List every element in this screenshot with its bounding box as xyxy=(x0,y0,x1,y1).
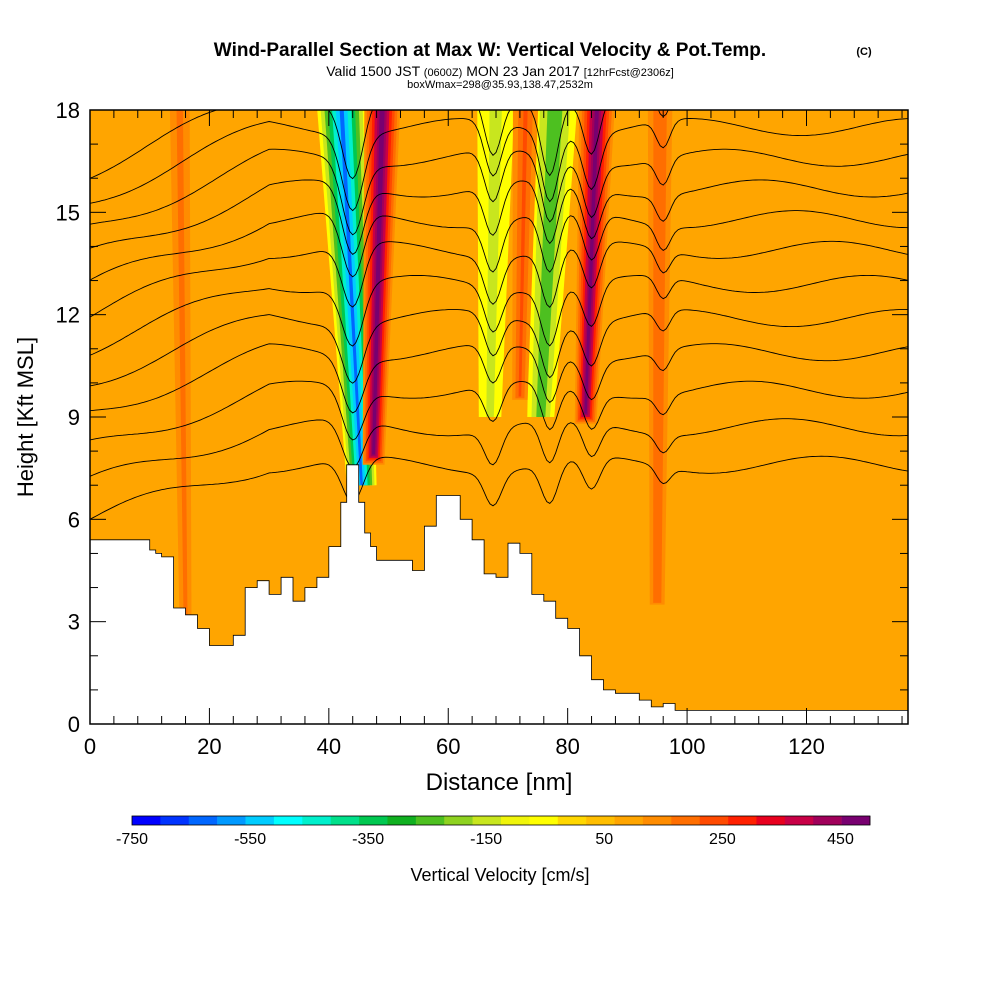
x-tick-label: 0 xyxy=(84,734,96,759)
colorbar-swatch xyxy=(529,816,559,825)
colorbar-swatch xyxy=(756,816,786,825)
terrain-shape xyxy=(90,464,908,724)
colorbar-swatch xyxy=(699,816,729,825)
copyright-mark: (C) xyxy=(856,46,872,58)
theta-contour xyxy=(90,309,908,387)
subtitle-run: [12hrFcst@2306z] xyxy=(584,67,674,79)
subtitle-utc: (0600Z) xyxy=(424,67,463,79)
colorbar-tick-label: -150 xyxy=(470,831,502,848)
downdraft-band xyxy=(339,110,363,486)
colorbar-swatch xyxy=(444,816,473,825)
updraft-band xyxy=(653,110,667,603)
theta-contour xyxy=(90,380,908,441)
x-tick-label: 120 xyxy=(788,734,825,759)
colorbar-swatch xyxy=(472,816,502,825)
theta-contour xyxy=(90,118,908,212)
x-tick-label: 100 xyxy=(669,734,706,759)
colorbar-tick-label: 450 xyxy=(827,831,854,848)
y-tick-label: 0 xyxy=(68,712,80,737)
colorbar-swatch xyxy=(784,816,814,825)
theta-contour xyxy=(90,210,908,281)
subtitle-valid-time: Valid 1500 JST xyxy=(326,63,420,79)
colorbar-swatch xyxy=(359,816,388,825)
chart-subtitle-2: boxWmax=298@35.93,138.47,2532m xyxy=(407,79,593,91)
theta-contour xyxy=(90,455,908,520)
x-axis-label: Distance [nm] xyxy=(426,769,573,796)
x-tick-label: 40 xyxy=(317,734,341,759)
y-tick-label: 18 xyxy=(56,98,80,123)
downdraft-band xyxy=(486,110,502,417)
potential-temperature-contours xyxy=(90,110,908,520)
colorbar-tick-label: 50 xyxy=(595,831,613,848)
colorbar-swatch xyxy=(614,816,644,825)
colorbar-swatch xyxy=(387,816,417,825)
theta-contour xyxy=(90,343,908,414)
colorbar-swatch xyxy=(160,816,190,825)
chart-subtitle: Valid 1500 JST (0600Z) MON 23 Jan 2017 [… xyxy=(326,63,674,79)
colorbar-swatch xyxy=(132,816,161,825)
updraft-band xyxy=(584,110,599,414)
colorbar-swatch xyxy=(415,816,445,825)
colorbar-swatch xyxy=(586,816,615,825)
axis-ticks: 0 20 40 60 80 100 120 0 3 6 9 12 15 18 xyxy=(56,98,908,759)
y-tick-label: 12 xyxy=(56,303,80,328)
terrain-mask xyxy=(90,464,908,724)
colorbar-label: Vertical Velocity [cm/s] xyxy=(410,865,589,885)
subtitle-date: MON 23 Jan 2017 xyxy=(466,63,580,79)
updraft-band xyxy=(372,110,385,455)
chart-title: Wind-Parallel Section at Max W: Vertical… xyxy=(214,40,766,61)
colorbar-swatch xyxy=(330,816,360,825)
colorbar-swatch xyxy=(642,816,672,825)
colorbar-swatch xyxy=(302,816,331,825)
colorbar-swatch xyxy=(245,816,275,825)
colorbar-swatch xyxy=(501,816,530,825)
colorbar-swatch xyxy=(728,816,757,825)
colorbar-swatch xyxy=(813,816,842,825)
theta-contour xyxy=(90,110,669,180)
y-tick-label: 15 xyxy=(56,200,80,225)
x-tick-label: 80 xyxy=(555,734,579,759)
colorbar-swatch xyxy=(217,816,246,825)
colorbar-swatch xyxy=(188,816,218,825)
colorbar-tick-label: -750 xyxy=(116,831,148,848)
y-tick-label: 6 xyxy=(68,507,80,532)
theta-contour xyxy=(90,148,908,236)
y-axis-label: Height [Kft MSL] xyxy=(13,337,38,497)
colorbar-swatch xyxy=(841,816,871,825)
y-tick-label: 9 xyxy=(68,405,80,430)
updraft-band xyxy=(176,110,188,620)
colorbar-tick-label: -350 xyxy=(352,831,384,848)
colorbar-tick-label: 250 xyxy=(709,831,736,848)
theta-contour xyxy=(90,240,908,318)
colorbar-swatch xyxy=(273,816,303,825)
y-tick-label: 3 xyxy=(68,610,80,635)
colorbar-frame xyxy=(131,815,871,826)
colorbar-swatch xyxy=(557,816,587,825)
colorbar-tick-label: -550 xyxy=(234,831,266,848)
theta-contour xyxy=(90,274,908,356)
x-tick-label: 60 xyxy=(436,734,460,759)
colorbar: -750 -550 -350 -150 50 250 450 xyxy=(116,815,871,848)
x-tick-label: 20 xyxy=(197,734,221,759)
colorbar-swatch xyxy=(671,816,700,825)
theta-contour xyxy=(90,179,908,255)
theta-contour xyxy=(90,418,908,477)
